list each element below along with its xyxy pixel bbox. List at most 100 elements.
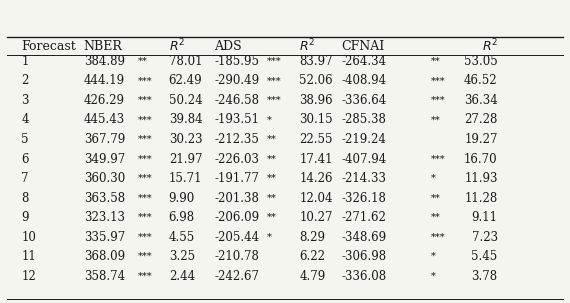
Text: 4: 4 <box>21 114 29 126</box>
Text: 12: 12 <box>21 270 36 283</box>
Text: -264.34: -264.34 <box>342 55 387 68</box>
Text: ***: *** <box>267 96 282 105</box>
Text: 4.79: 4.79 <box>299 270 325 283</box>
Text: -242.67: -242.67 <box>214 270 259 283</box>
Text: -408.94: -408.94 <box>342 75 387 88</box>
Text: 367.79: 367.79 <box>84 133 125 146</box>
Text: 17.41: 17.41 <box>299 152 333 165</box>
Text: **: ** <box>267 174 276 183</box>
Text: 360.30: 360.30 <box>84 172 125 185</box>
Text: 83.97: 83.97 <box>299 55 333 68</box>
Text: -407.94: -407.94 <box>342 152 387 165</box>
Text: -336.08: -336.08 <box>342 270 387 283</box>
Text: 12.04: 12.04 <box>299 191 333 205</box>
Text: 78.01: 78.01 <box>169 55 202 68</box>
Text: ***: *** <box>137 76 152 85</box>
Text: ***: *** <box>267 57 282 66</box>
Text: 16.70: 16.70 <box>464 152 498 165</box>
Text: ***: *** <box>431 155 445 164</box>
Text: 11.28: 11.28 <box>465 191 498 205</box>
Text: **: ** <box>431 213 441 222</box>
Text: 62.49: 62.49 <box>169 75 202 88</box>
Text: 10: 10 <box>21 231 36 244</box>
Text: **: ** <box>267 213 276 222</box>
Text: -205.44: -205.44 <box>214 231 259 244</box>
Text: 9: 9 <box>21 211 29 224</box>
Text: 363.58: 363.58 <box>84 191 125 205</box>
Text: -219.24: -219.24 <box>342 133 386 146</box>
Text: 3: 3 <box>21 94 29 107</box>
Text: -191.77: -191.77 <box>214 172 259 185</box>
Text: 349.97: 349.97 <box>84 152 125 165</box>
Text: $R^2$: $R^2$ <box>299 38 315 55</box>
Text: 38.96: 38.96 <box>299 94 333 107</box>
Text: 21.97: 21.97 <box>169 152 202 165</box>
Text: 445.43: 445.43 <box>84 114 125 126</box>
Text: *: * <box>431 252 435 261</box>
Text: ***: *** <box>431 233 445 241</box>
Text: *: * <box>267 233 272 241</box>
Text: CFNAI: CFNAI <box>342 40 385 53</box>
Text: 1: 1 <box>21 55 29 68</box>
Text: 50.24: 50.24 <box>169 94 202 107</box>
Text: ***: *** <box>431 96 445 105</box>
Text: 11.93: 11.93 <box>464 172 498 185</box>
Text: 5: 5 <box>21 133 29 146</box>
Text: -185.95: -185.95 <box>214 55 259 68</box>
Text: 30.23: 30.23 <box>169 133 202 146</box>
Text: 6.98: 6.98 <box>169 211 195 224</box>
Text: **: ** <box>267 155 276 164</box>
Text: **: ** <box>431 57 441 66</box>
Text: ***: *** <box>137 233 152 241</box>
Text: 2: 2 <box>21 75 29 88</box>
Text: *: * <box>267 115 272 125</box>
Text: 6.22: 6.22 <box>299 250 325 263</box>
Text: 30.15: 30.15 <box>299 114 333 126</box>
Text: 22.55: 22.55 <box>299 133 333 146</box>
Text: 8: 8 <box>21 191 29 205</box>
Text: ***: *** <box>137 174 152 183</box>
Text: ADS: ADS <box>214 40 242 53</box>
Text: 53.05: 53.05 <box>464 55 498 68</box>
Text: 7.23: 7.23 <box>471 231 498 244</box>
Text: **: ** <box>137 57 147 66</box>
Text: $R^2$: $R^2$ <box>482 38 498 55</box>
Text: ***: *** <box>137 135 152 144</box>
Text: 426.29: 426.29 <box>84 94 125 107</box>
Text: -336.64: -336.64 <box>342 94 387 107</box>
Text: 2.44: 2.44 <box>169 270 195 283</box>
Text: 6: 6 <box>21 152 29 165</box>
Text: ***: *** <box>137 213 152 222</box>
Text: **: ** <box>431 194 441 202</box>
Text: 368.09: 368.09 <box>84 250 125 263</box>
Text: 39.84: 39.84 <box>169 114 202 126</box>
Text: 4.55: 4.55 <box>169 231 195 244</box>
Text: 27.28: 27.28 <box>465 114 498 126</box>
Text: 9.11: 9.11 <box>472 211 498 224</box>
Text: *: * <box>431 271 435 281</box>
Text: 15.71: 15.71 <box>169 172 202 185</box>
Text: ***: *** <box>267 76 282 85</box>
Text: -271.62: -271.62 <box>342 211 386 224</box>
Text: -201.38: -201.38 <box>214 191 259 205</box>
Text: 444.19: 444.19 <box>84 75 125 88</box>
Text: 11: 11 <box>21 250 36 263</box>
Text: -246.58: -246.58 <box>214 94 259 107</box>
Text: ***: *** <box>137 96 152 105</box>
Text: 52.06: 52.06 <box>299 75 333 88</box>
Text: -326.18: -326.18 <box>342 191 386 205</box>
Text: $R^2$: $R^2$ <box>169 38 185 55</box>
Text: 36.34: 36.34 <box>464 94 498 107</box>
Text: ***: *** <box>431 76 445 85</box>
Text: 8.29: 8.29 <box>299 231 325 244</box>
Text: -193.51: -193.51 <box>214 114 259 126</box>
Text: **: ** <box>267 135 276 144</box>
Text: ***: *** <box>137 271 152 281</box>
Text: 3.78: 3.78 <box>471 270 498 283</box>
Text: 384.89: 384.89 <box>84 55 125 68</box>
Text: -290.49: -290.49 <box>214 75 259 88</box>
Text: -214.33: -214.33 <box>342 172 386 185</box>
Text: ***: *** <box>137 155 152 164</box>
Text: 19.27: 19.27 <box>464 133 498 146</box>
Text: 46.52: 46.52 <box>464 75 498 88</box>
